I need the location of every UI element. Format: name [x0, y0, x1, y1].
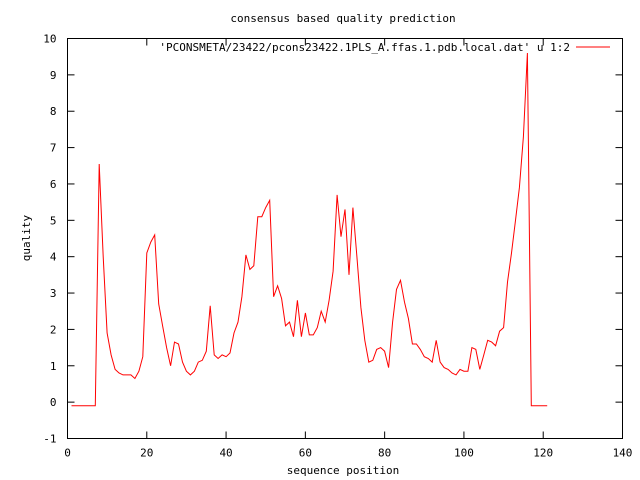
y-tick-label: 1 — [50, 360, 57, 373]
x-axis-label: sequence position — [287, 464, 400, 477]
y-tick-label: 4 — [50, 251, 57, 264]
x-tick-label: 120 — [533, 447, 553, 460]
x-tick-label: 20 — [140, 447, 153, 460]
y-tick-label: -1 — [43, 433, 56, 446]
x-tick-label: 80 — [378, 447, 391, 460]
y-tick-label: 5 — [50, 214, 57, 227]
legend: 'PCONSMETA/23422/pcons23422.1PLS_A.ffas.… — [159, 41, 610, 54]
y-tick-label: 7 — [50, 142, 57, 155]
legend-label: 'PCONSMETA/23422/pcons23422.1PLS_A.ffas.… — [159, 41, 570, 54]
chart-title: consensus based quality prediction — [230, 12, 455, 25]
plot-frame — [67, 38, 623, 439]
series-line — [71, 52, 548, 407]
x-axis: 0 20 40 60 80 100 120 140 — [64, 38, 633, 460]
y-tick-label: 0 — [50, 396, 57, 409]
y-axis: -1 0 1 2 3 4 5 6 7 8 9 10 — [43, 33, 623, 446]
x-tick-label: 100 — [454, 447, 474, 460]
x-tick-label: 0 — [64, 447, 71, 460]
x-tick-label: 60 — [299, 447, 312, 460]
x-tick-label: 40 — [219, 447, 232, 460]
y-axis-label: quality — [20, 214, 33, 261]
y-tick-label: 2 — [50, 323, 57, 336]
y-tick-label: 3 — [50, 287, 57, 300]
y-tick-label: 9 — [50, 69, 57, 82]
y-tick-label: 8 — [50, 105, 57, 118]
y-tick-label: 10 — [43, 33, 56, 46]
y-tick-label: 6 — [50, 178, 57, 191]
x-tick-label: 140 — [613, 447, 633, 460]
series-layer — [71, 52, 548, 407]
